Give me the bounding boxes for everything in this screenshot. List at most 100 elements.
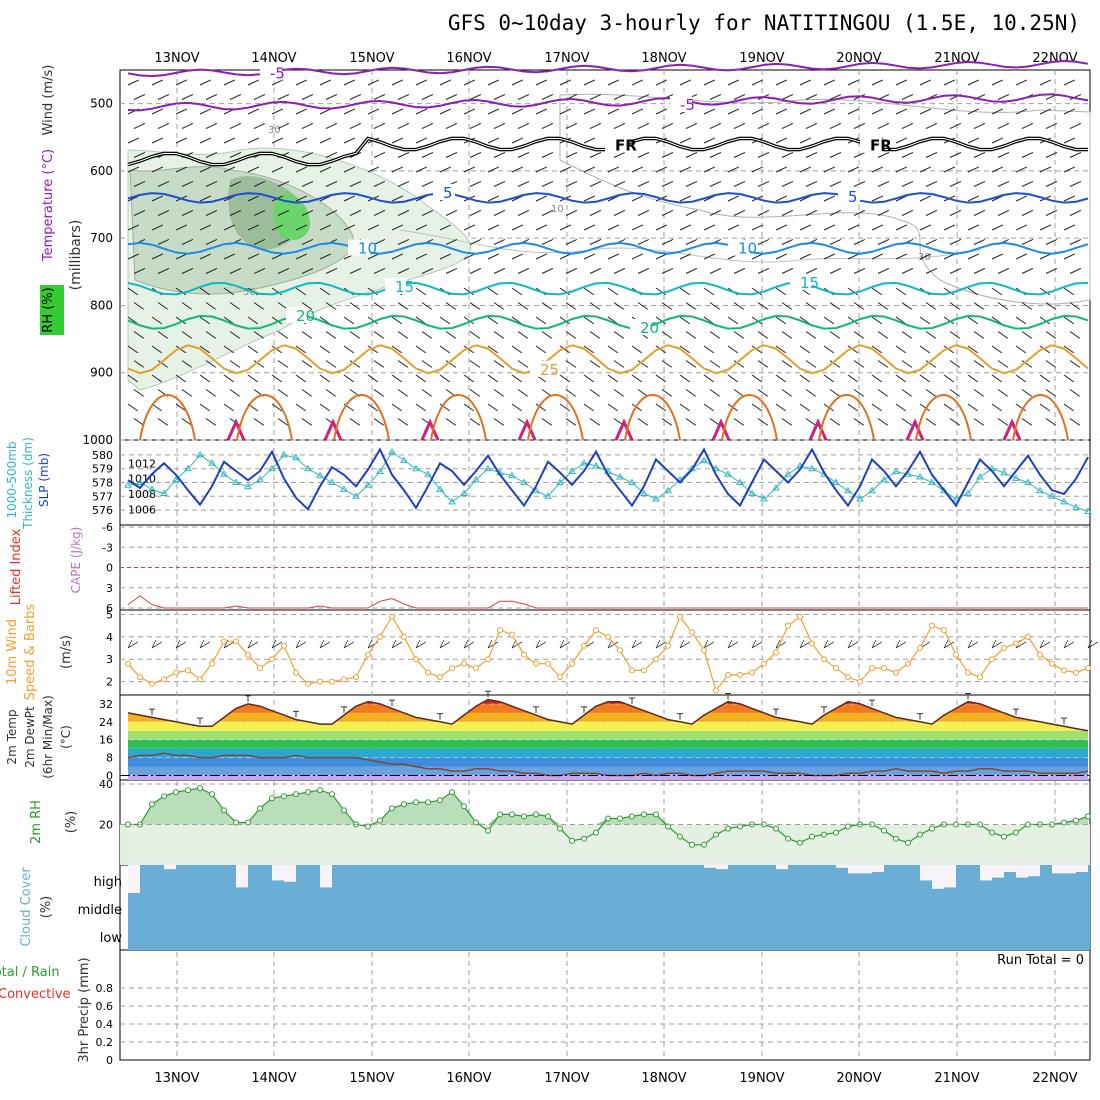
wind-barb xyxy=(565,418,577,426)
wind-barb xyxy=(1015,224,1028,231)
isotherm-label: 5 xyxy=(443,184,453,202)
wind-speed-point xyxy=(1061,667,1067,674)
wind-barb xyxy=(823,639,835,649)
wind-barb xyxy=(655,403,667,412)
wind-barb xyxy=(247,195,260,202)
wind-barb xyxy=(541,209,554,216)
temp-band xyxy=(128,775,1088,780)
wind-barb xyxy=(415,403,427,412)
wind-barb xyxy=(655,166,668,173)
isotherm-label-bg xyxy=(670,96,692,113)
wind-barb xyxy=(493,238,506,245)
wind-speed-point xyxy=(413,656,419,663)
wind-barb xyxy=(487,108,500,115)
wind-barb xyxy=(325,151,338,158)
wind-barb xyxy=(685,151,698,158)
thickness-point xyxy=(244,482,252,490)
wind-barb xyxy=(775,374,787,383)
thickness-point xyxy=(208,459,216,466)
wind-barb xyxy=(463,316,475,325)
wind-barb xyxy=(151,224,164,231)
wind-barb xyxy=(949,331,961,339)
wind-barb xyxy=(943,316,955,325)
thickness-point xyxy=(268,464,276,472)
wind-barb xyxy=(151,253,164,260)
wind-barb xyxy=(1039,79,1052,86)
wind-barb xyxy=(397,418,409,426)
wind-barb xyxy=(973,209,986,216)
wind-barb xyxy=(655,639,667,649)
wind-speed-point xyxy=(281,642,287,649)
wind-barb xyxy=(181,93,194,100)
wind-barb xyxy=(349,360,361,368)
wind-barb xyxy=(877,122,890,129)
wind-barb xyxy=(157,331,169,339)
cloud-gap xyxy=(932,865,944,889)
wind-speed-point xyxy=(269,656,275,663)
wind-barb xyxy=(1063,253,1076,260)
wind-barb xyxy=(445,302,457,310)
panel-frame-precip xyxy=(119,949,1091,1061)
isotherm-label: -5 xyxy=(680,96,695,114)
wind-barb xyxy=(559,316,571,325)
rh-point xyxy=(809,833,815,840)
isotherm-label: FR xyxy=(870,137,892,155)
rh-point xyxy=(605,815,611,822)
wind-barb xyxy=(949,389,961,397)
wind-barb xyxy=(511,287,523,296)
wind-barb xyxy=(247,108,260,115)
wind-barb xyxy=(919,108,932,115)
wind-barb xyxy=(511,253,524,260)
isotherm-label-bg xyxy=(348,239,370,256)
wind-barb xyxy=(967,639,979,649)
wind-barb xyxy=(319,639,331,649)
wind-tick-label: 5 xyxy=(106,608,113,621)
wind-barb xyxy=(655,79,668,86)
wind-speed-point xyxy=(1049,660,1055,667)
wind-barb xyxy=(973,331,985,339)
x-tick-label-top: 14NOV xyxy=(251,51,296,66)
wind-barb xyxy=(1015,166,1028,173)
wind-barb xyxy=(751,224,764,231)
wind-barb xyxy=(247,316,259,325)
wind-barb xyxy=(367,345,379,354)
wind-barb xyxy=(829,267,842,274)
wind-barb xyxy=(445,418,457,426)
wind-barb xyxy=(727,166,740,173)
wind-barb xyxy=(1021,209,1034,216)
wind-barb xyxy=(151,108,164,115)
wind-barb xyxy=(607,79,620,86)
wind-barb xyxy=(493,151,506,158)
thickness-point xyxy=(184,464,192,472)
wind-barb xyxy=(373,331,385,339)
x-tick-label-bottom: 16NOV xyxy=(446,1071,491,1086)
wind-barb xyxy=(301,151,314,158)
wind-speed-point xyxy=(725,671,731,678)
wind-barb xyxy=(583,403,595,412)
wind-barb xyxy=(685,209,698,216)
wind-barb xyxy=(703,253,716,260)
wind-barb xyxy=(343,195,356,202)
wind-barb xyxy=(367,224,380,231)
wind-tick-label: 3 xyxy=(106,653,113,666)
wind-barb xyxy=(589,209,602,216)
rh-point xyxy=(149,801,155,808)
wind-barb xyxy=(439,224,452,231)
wind-barb xyxy=(319,108,332,115)
wind-barb xyxy=(541,302,553,310)
wind-barb xyxy=(373,238,386,245)
wind-barb xyxy=(685,302,697,310)
x-tick-label-bottom: 20NOV xyxy=(836,1071,881,1086)
wind-barb xyxy=(517,151,530,158)
wind-barb xyxy=(655,108,668,115)
wind-barb xyxy=(781,93,794,100)
wind-barb xyxy=(439,108,452,115)
wind-barb xyxy=(853,151,866,158)
wind-barb xyxy=(781,209,794,216)
wind-barb xyxy=(991,108,1004,115)
wind-barb xyxy=(613,302,625,310)
wind-barb xyxy=(487,287,499,296)
wind-barb xyxy=(589,331,601,339)
wind-barb xyxy=(967,79,980,86)
wind-speed-point xyxy=(293,669,299,676)
